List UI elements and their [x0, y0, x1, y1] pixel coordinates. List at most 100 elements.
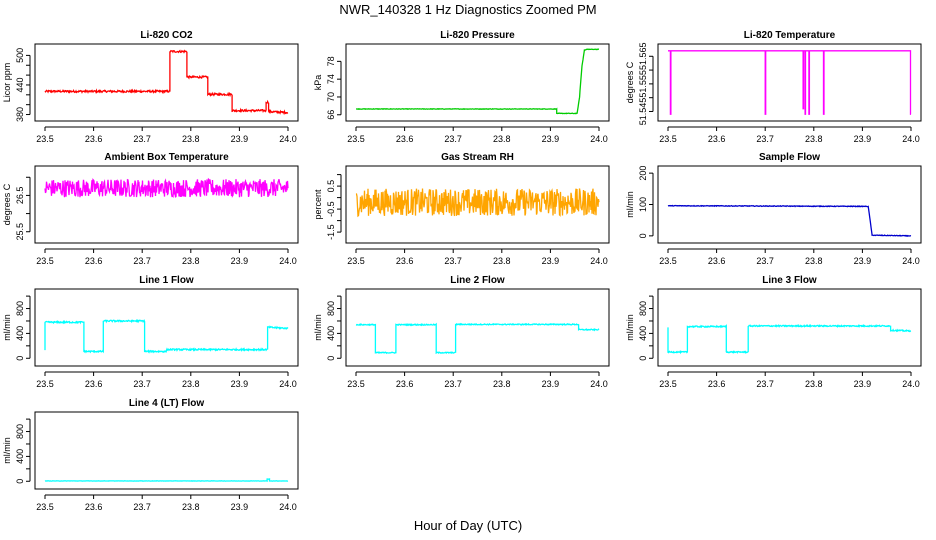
y-tick-label: 78: [326, 56, 336, 66]
y-tick-label: 51.555: [638, 70, 648, 98]
panel-3: Li-820 Temperature degrees C 23.5 23.6 23.7 2…: [625, 30, 922, 144]
y-tick-label: 500: [15, 48, 25, 63]
y-tick-label: 100: [638, 197, 648, 212]
x-tick-label: 23.7: [756, 134, 774, 144]
panel-4: Ambient Box Temperature degrees C 23.5 23.6…: [2, 152, 299, 266]
y-tick-label: 66: [326, 110, 336, 120]
x-tick-label: 23.7: [444, 134, 462, 144]
x-tick-label: 23.8: [182, 379, 200, 389]
y-tick-label: 800: [15, 424, 25, 439]
x-tick-label: 23.7: [444, 379, 462, 389]
series-line: [355, 188, 600, 218]
series-line: [668, 50, 912, 115]
plot-frame: [34, 411, 299, 490]
y-tick-label: 0: [326, 356, 336, 361]
y-axis-label: ml/min: [2, 314, 12, 341]
x-tick-label: 23.6: [708, 379, 726, 389]
x-tick-label: 23.8: [182, 256, 200, 266]
x-tick-label: 24.0: [279, 502, 297, 512]
panel-9: Line 3 Flow ml/min 23.5 23.6 23.7 23.8 23.9 24.…: [625, 275, 922, 389]
series-line: [44, 177, 289, 198]
panel-title: Gas Stream RH: [441, 152, 514, 163]
page-title: NWR_140328 1 Hz Diagnostics Zoomed PM: [339, 2, 597, 17]
x-tick-label: 23.8: [493, 134, 511, 144]
x-tick-label: 23.9: [542, 256, 560, 266]
x-tick-label: 23.7: [756, 256, 774, 266]
x-tick-label: 23.7: [133, 256, 151, 266]
y-tick-label: 0.5: [326, 180, 336, 193]
panel-8: Line 2 Flow ml/min 23.5 23.6 23.7 23.8 23.9 24.…: [313, 275, 610, 389]
x-tick-label: 23.7: [133, 379, 151, 389]
y-axis-label: percent: [313, 189, 323, 220]
series-line: [44, 49, 289, 116]
y-axis-label: degrees C: [625, 61, 635, 103]
y-axis-label: ml/min: [313, 314, 323, 341]
x-tick-label: 23.8: [493, 256, 511, 266]
x-tick-label: 23.8: [182, 134, 200, 144]
plot-frame: [34, 288, 299, 367]
x-tick-label: 24.0: [902, 379, 920, 389]
panel-1: Li-820 CO2 Licor ppm 23.5 23.6 23.7 23.8 23.9 2…: [2, 30, 299, 144]
plot-frame: [657, 43, 922, 122]
y-axis-label: Licor ppm: [2, 63, 12, 103]
y-tick-label: 0: [638, 356, 648, 361]
series-line: [667, 323, 912, 355]
y-axis-label: ml/min: [625, 314, 635, 341]
x-tick-label: 23.5: [36, 379, 54, 389]
panel-7: Line 1 Flow ml/min 23.5 23.6 23.7 23.8 23.9 24.…: [2, 275, 299, 389]
plot-frame: [345, 43, 610, 122]
x-tick-label: 24.0: [279, 379, 297, 389]
y-tick-label: 25.5: [15, 223, 25, 241]
series-line: [44, 478, 289, 483]
y-tick-label: 400: [638, 326, 648, 341]
x-tick-label: 23.5: [36, 502, 54, 512]
x-tick-label: 23.6: [85, 134, 103, 144]
x-tick-label: 23.8: [805, 134, 823, 144]
x-tick-label: 23.5: [36, 256, 54, 266]
x-tick-label: 23.9: [854, 134, 872, 144]
plot-frame: [34, 165, 299, 244]
x-tick-label: 24.0: [902, 256, 920, 266]
panel-title: Line 4 (LT) Flow: [129, 398, 205, 409]
series-line: [667, 204, 912, 237]
x-tick-label: 23.5: [347, 134, 365, 144]
panel-10: Line 4 (LT) Flow ml/min 23.5 23.6 23.7 23.8 23…: [2, 398, 299, 512]
x-tick-label: 23.9: [854, 379, 872, 389]
y-tick-label: 440: [15, 77, 25, 92]
x-tick-label: 23.5: [659, 379, 677, 389]
y-tick-label: 70: [326, 92, 336, 102]
x-tick-label: 24.0: [902, 134, 920, 144]
y-tick-label: -1.5: [326, 224, 336, 240]
plot-frame: [345, 165, 610, 244]
x-tick-label: 24.0: [279, 256, 297, 266]
series-line: [44, 318, 289, 354]
y-tick-label: 74: [326, 74, 336, 84]
x-tick-label: 23.8: [493, 379, 511, 389]
x-tick-label: 23.5: [347, 379, 365, 389]
plot-frame: [657, 288, 922, 367]
x-tick-label: 23.8: [182, 502, 200, 512]
x-tick-label: 23.5: [347, 256, 365, 266]
y-tick-label: -0.5: [326, 201, 336, 217]
x-tick-label: 23.6: [396, 256, 414, 266]
x-tick-label: 23.6: [396, 134, 414, 144]
y-axis-label: degrees C: [2, 183, 12, 225]
panel-title: Li-820 Pressure: [440, 30, 515, 41]
x-axis-label: Hour of Day (UTC): [413, 518, 523, 533]
x-tick-label: 23.6: [708, 256, 726, 266]
x-tick-label: 23.5: [659, 256, 677, 266]
x-tick-label: 24.0: [590, 256, 608, 266]
x-tick-label: 23.7: [444, 256, 462, 266]
plot-frame: [657, 165, 922, 244]
y-tick-label: 400: [326, 326, 336, 341]
x-tick-label: 23.8: [805, 379, 823, 389]
y-axis-label: kPa: [313, 75, 323, 91]
y-tick-label: 800: [326, 301, 336, 316]
x-tick-label: 24.0: [279, 134, 297, 144]
x-tick-label: 23.9: [231, 256, 249, 266]
y-tick-label: 400: [15, 449, 25, 464]
y-axis-label: ml/min: [2, 437, 12, 464]
y-tick-label: 26.5: [15, 187, 25, 205]
panel-title: Li-820 Temperature: [744, 30, 836, 41]
